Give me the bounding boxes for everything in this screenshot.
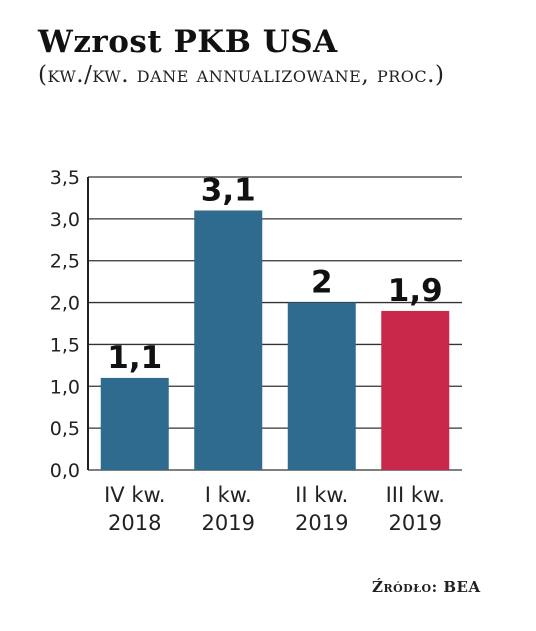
- bar: [100, 377, 169, 470]
- x-tick-label: 2018: [108, 511, 161, 535]
- y-tick-label: 2,5: [50, 251, 80, 273]
- data-label: 1,1: [107, 340, 162, 376]
- bar: [381, 310, 450, 470]
- x-tick-label: II kw.: [295, 483, 348, 507]
- x-axis-categories: IV kw. 2018 I kw. 2019 II kw. 2019 III kw. 2019: [104, 483, 445, 535]
- bar: [287, 302, 356, 470]
- y-tick-label: 2,0: [50, 293, 80, 315]
- y-tick-label: 1,0: [50, 376, 80, 398]
- bars: [100, 210, 450, 470]
- source-note: Źródło: BEA: [372, 578, 481, 596]
- x-tick-label: I kw.: [205, 483, 252, 507]
- y-axis-ticks: 0,0 0,5 1,0 1,5 2,0 2,5 3,0 3,5: [50, 167, 80, 482]
- y-tick-label: 0,5: [50, 418, 80, 440]
- data-label: 3,1: [201, 172, 256, 208]
- y-tick-label: 3,0: [50, 209, 80, 231]
- x-tick-label: III kw.: [386, 483, 445, 507]
- y-tick-label: 0,0: [50, 460, 80, 482]
- x-tick-label: 2019: [295, 511, 348, 535]
- x-tick-label: 2019: [389, 511, 442, 535]
- x-tick-label: 2019: [202, 511, 255, 535]
- y-tick-label: 1,5: [50, 334, 80, 356]
- chart-subtitle: (kw./kw. dane annualizowane, proc.): [38, 62, 445, 88]
- data-labels: 1,1 3,1 2 1,9: [107, 172, 442, 375]
- y-tick-label: 3,5: [50, 167, 80, 189]
- data-label: 1,9: [388, 273, 443, 309]
- chart-title: Wzrost PKB USA: [38, 24, 338, 60]
- data-label: 2: [311, 265, 333, 301]
- bar: [194, 210, 263, 470]
- x-tick-label: IV kw.: [104, 483, 165, 507]
